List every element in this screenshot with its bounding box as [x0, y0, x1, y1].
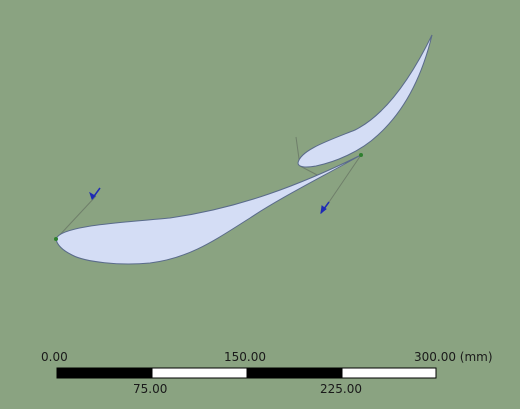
scale-label-225: 225.00: [320, 382, 362, 396]
construction-line: [55, 195, 97, 240]
scale-segment-light: [151, 367, 248, 379]
vertex-point[interactable]: [54, 237, 58, 241]
direction-arrow[interactable]: [89, 187, 101, 200]
scale-bar-outline: [56, 367, 437, 379]
scale-segment-light: [341, 367, 437, 379]
scale-segment-dark: [247, 368, 342, 378]
flap-airfoil-element[interactable]: [297, 34, 433, 168]
scale-label-300: 300.00 (mm): [414, 350, 493, 364]
scale-label-150: 150.00: [224, 350, 266, 364]
scale-segment-dark: [57, 368, 152, 378]
main-airfoil-element[interactable]: [55, 154, 362, 265]
scale-label-75: 75.00: [133, 382, 168, 396]
scale-bar: [56, 367, 437, 379]
arrow-head-icon: [320, 205, 327, 215]
direction-arrow[interactable]: [320, 201, 330, 215]
arrow-head-icon: [89, 191, 96, 200]
construction-line: [324, 154, 362, 209]
vertex-point[interactable]: [359, 153, 363, 157]
scale-label-0: 0.00: [41, 350, 68, 364]
